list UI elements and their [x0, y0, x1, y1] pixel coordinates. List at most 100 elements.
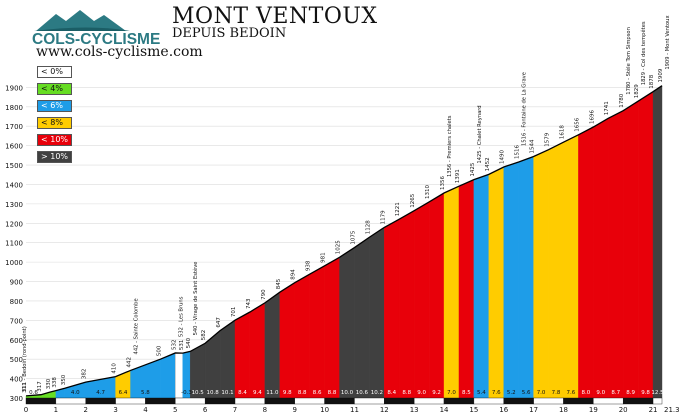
legend-item: < 8% — [37, 117, 72, 129]
elevation-point-label: 981 — [321, 252, 327, 263]
gradient-segment — [219, 319, 236, 399]
segment-gradient-label: -0.3 — [181, 390, 192, 396]
segment-gradient-label: 9.2 — [432, 390, 441, 396]
elevation-point-label: 500 — [156, 345, 162, 356]
x-tick-label: 2 — [83, 406, 87, 414]
segment-gradient-label: 9.8 — [641, 390, 650, 396]
cols-cyclisme-logo: COLS-CYCLISME — [32, 10, 160, 48]
gradient-segment — [652, 85, 663, 399]
y-tick-label: 1400 — [5, 181, 23, 189]
elevation-point-label: 350 — [61, 374, 67, 385]
legend-item: > 10% — [37, 151, 72, 163]
elevation-point-label: 442 — [127, 357, 133, 368]
x-tick-label: 20 — [619, 406, 628, 414]
elevation-point-label: 338 — [52, 377, 58, 388]
logo-wave — [34, 27, 130, 31]
y-tick-label: 500 — [10, 356, 23, 364]
y-tick-label: 700 — [10, 317, 23, 325]
gradient-segment — [234, 311, 251, 399]
elevation-point-label: 1544 — [530, 139, 536, 153]
segment-gradient-label: 9.4 — [253, 390, 262, 396]
elevation-point-label: 1878 — [649, 74, 655, 88]
km-scale-block — [503, 397, 534, 405]
elevation-point-label: 1356 — [440, 176, 446, 190]
x-tick-label: 16 — [499, 406, 508, 414]
elevation-point-label: 410 — [112, 363, 118, 374]
elevation-point-label: 1829 — [634, 84, 640, 98]
gradient-segment — [622, 100, 639, 399]
landmark-annotation: 442 - Sainte Colombe — [134, 298, 140, 354]
elevation-point-label: 1221 — [395, 202, 401, 216]
x-tick-label: 3 — [113, 406, 117, 414]
gradient-segment — [324, 256, 340, 399]
segment-gradient-label: 8.8 — [298, 390, 307, 396]
elevation-point-label: 1909 — [658, 68, 664, 82]
landmark-annotation: 1829 - Col des tempêtes — [640, 21, 647, 85]
x-tick-label: 0 — [24, 406, 28, 414]
elevation-point-label: 311 — [22, 382, 28, 393]
y-tick-label: 400 — [10, 376, 23, 384]
segment-gradient-label: 10.2 — [371, 390, 383, 396]
landmark-annotation: 1356 - Premiers chalets — [447, 115, 453, 177]
segment-gradient-label: 10.1 — [221, 390, 233, 396]
gradient-segment — [279, 282, 295, 399]
km-scale-block — [145, 397, 176, 405]
km-scale-block — [55, 397, 86, 405]
elevation-point-label: 582 — [201, 330, 207, 341]
elevation-point-label: 1265 — [410, 193, 416, 207]
segment-gradient-label: 8.0 — [581, 390, 590, 396]
gradient-segment — [578, 126, 594, 399]
logo-mountains — [36, 10, 126, 31]
landmark-annotation: 311 - Bedoin (rond-point) — [22, 326, 28, 392]
gradient-segment — [443, 185, 460, 399]
segment-gradient-label: 9.0 — [417, 390, 426, 396]
logo-text: COLS-CYCLISME — [32, 31, 160, 48]
gradient-segment — [294, 273, 310, 399]
y-tick-label: 1100 — [5, 240, 23, 248]
gradient-segment — [384, 218, 400, 399]
gradient-segment — [608, 110, 624, 399]
segment-gradient-label: 6.4 — [119, 390, 128, 396]
km-scale-block — [593, 397, 624, 405]
segment-gradient-label: 7.0 — [447, 390, 456, 396]
y-tick-label: 1300 — [5, 201, 23, 209]
x-tick-label: 8 — [263, 406, 267, 414]
segment-gradient-label: 10.8 — [206, 390, 219, 396]
elevation-point-label: 1425 — [470, 162, 476, 176]
gradient-segment — [413, 201, 430, 399]
elevation-point-label: 1075 — [350, 230, 356, 244]
y-tick-label: 1900 — [5, 84, 23, 92]
elevation-point-label: 1025 — [336, 240, 342, 254]
landmark-annotation: 540 - Virage de Saint Estève — [192, 262, 199, 336]
elevation-point-label: 540 — [186, 337, 192, 348]
elevation-point-label: 1310 — [425, 184, 431, 198]
x-tick-label: 9 — [292, 406, 296, 414]
page-subtitle: DEPUIS BEDOIN — [172, 26, 287, 41]
elevation-point-label: 317 — [37, 381, 43, 392]
x-tick-label: 21 — [649, 406, 658, 414]
gradient-segment — [473, 174, 490, 399]
elevation-point-label: 1490 — [500, 150, 506, 164]
gradient-segment — [369, 226, 385, 399]
segment-gradient-label: 8.8 — [402, 390, 411, 396]
gradient-segment — [533, 149, 549, 399]
elevation-point-label: 938 — [306, 260, 312, 271]
km-scale-block — [622, 397, 654, 405]
gradient-segment — [488, 166, 504, 399]
segment-gradient-label: 7.6 — [567, 390, 576, 396]
elevation-point-label: 701 — [231, 307, 237, 318]
landmark-annotation: 532 - Les Bruns — [178, 296, 184, 337]
x-tick-label: 12 — [380, 406, 389, 414]
landmark-annotation: 1909 - Mont Ventoux — [665, 15, 671, 69]
km-scale-block — [324, 397, 355, 405]
x-tick-label: 6 — [203, 406, 208, 414]
gradient-segment — [428, 192, 445, 399]
km-scale-block — [563, 397, 594, 405]
landmark-annotation: 1780 - Stèle Tom Simpson — [625, 27, 632, 95]
landmark-annotation: 1425 - Chalet Reynard — [477, 105, 483, 163]
gradient-segment — [458, 179, 475, 399]
km-scale-block — [85, 397, 116, 405]
site-url[interactable]: www.cols-cyclisme.com — [36, 44, 203, 60]
elevation-point-label: 531 — [179, 340, 185, 351]
